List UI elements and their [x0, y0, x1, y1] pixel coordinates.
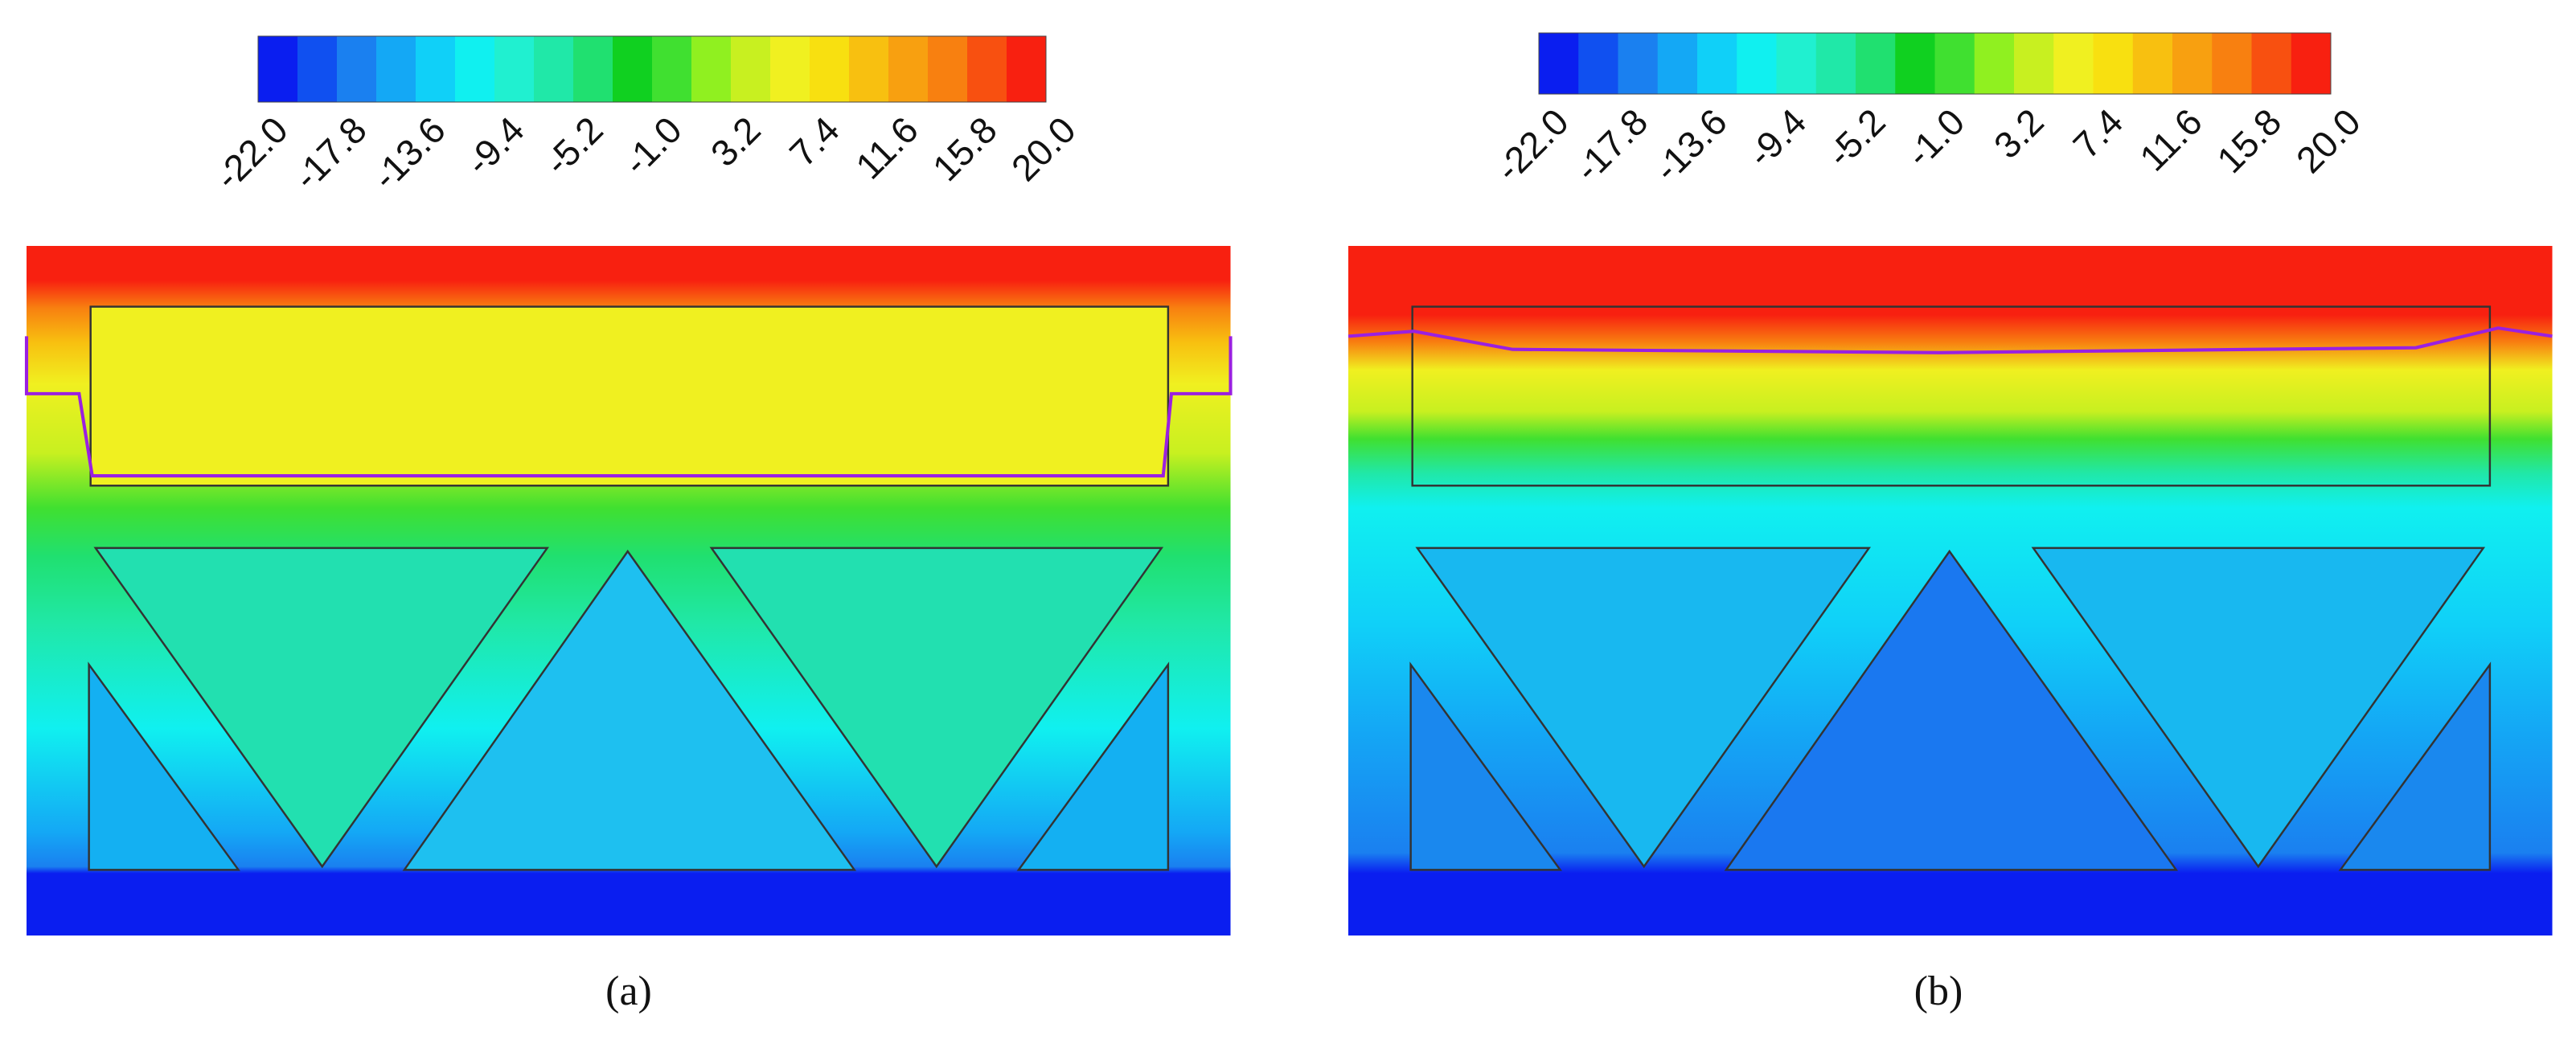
colorbar-cell: [967, 36, 1007, 102]
caption: (b): [1914, 968, 1963, 1014]
colorbar-label: -22.0: [1487, 100, 1577, 190]
colorbar-label: -5.2: [536, 108, 611, 183]
colorbar-cell: [1895, 33, 1935, 94]
colorbar-label: 11.6: [2131, 100, 2210, 179]
colorbar-cell: [1618, 33, 1659, 94]
colorbar-cell: [1974, 33, 2015, 94]
caption: (a): [605, 968, 652, 1014]
colorbar-cell: [2053, 33, 2094, 94]
colorbar-cell: [691, 36, 732, 102]
colorbar-label: 3.2: [703, 108, 769, 174]
colorbar-cell: [1776, 33, 1817, 94]
colorbar-cell: [1578, 33, 1618, 94]
colorbar-cell: [1737, 33, 1777, 94]
colorbar-cell: [849, 36, 889, 102]
contour-a: [24, 246, 1233, 936]
colorbar-label: 3.2: [1986, 100, 2052, 166]
colorbar-cell: [1934, 33, 1975, 94]
colorbar-label: 15.8: [925, 108, 1005, 189]
colorbar-cell: [2291, 33, 2332, 94]
colorbar-label: -1.0: [1898, 100, 1973, 175]
colorbar-cell: [613, 36, 653, 102]
colorbar-cell: [297, 36, 338, 102]
colorbar-cell: [1856, 33, 1896, 94]
colorbar-cell: [534, 36, 574, 102]
colorbar-cell: [258, 36, 298, 102]
colorbar-label: -1.0: [615, 108, 690, 183]
colorbar-label: -17.8: [285, 108, 375, 198]
colorbar-cell: [2251, 33, 2292, 94]
colorbar-label: 20.0: [1003, 108, 1084, 189]
contour-b: [1347, 246, 2553, 936]
colorbar-label: 15.8: [2209, 100, 2289, 181]
colorbar-cell: [1815, 33, 1856, 94]
colorbar-label: 11.6: [847, 108, 926, 187]
colorbar-cell: [1697, 33, 1737, 94]
colorbar-cell: [1539, 33, 1579, 94]
colorbar-label: -9.4: [457, 108, 532, 183]
colorbar-cell: [2014, 33, 2054, 94]
colorbar-label: -13.6: [1646, 100, 1735, 190]
colorbar-cell: [2172, 33, 2213, 94]
colorbar-label: -5.2: [1819, 100, 1893, 175]
colorbar-frame: [257, 35, 1047, 103]
colorbar-cell: [455, 36, 495, 102]
colorbar-cell: [770, 36, 810, 102]
colorbar-cell: [810, 36, 850, 102]
colorbar-label: 20.0: [2288, 100, 2369, 181]
colorbar-cell: [2132, 33, 2173, 94]
colorbar-cell: [731, 36, 771, 102]
colorbar-label: 7.4: [781, 108, 847, 174]
colorbar-label: -13.6: [364, 108, 453, 198]
colorbar-label: -9.4: [1740, 100, 1815, 175]
colorbar-label: -17.8: [1566, 100, 1655, 190]
colorbar-cell: [888, 36, 929, 102]
colorbar-cell: [376, 36, 416, 102]
colorbar-cell: [573, 36, 613, 102]
colorbar-cell: [928, 36, 968, 102]
colorbar-cell: [1657, 33, 1698, 94]
colorbar-label: -22.0: [207, 108, 296, 198]
colorbar-cell: [416, 36, 456, 102]
colorbar-cell: [494, 36, 535, 102]
colorbar-cell: [337, 36, 377, 102]
colorbar-cell: [652, 36, 692, 102]
colorbar-cell: [1007, 36, 1047, 102]
colorbar-cell: [2093, 33, 2134, 94]
colorbar-frame: [1538, 32, 2332, 95]
colorbar-label: 7.4: [2065, 100, 2131, 166]
colorbar-cell: [2212, 33, 2252, 94]
